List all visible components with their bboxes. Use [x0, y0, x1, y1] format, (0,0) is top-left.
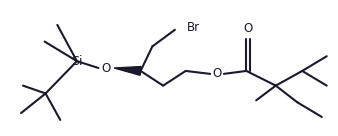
Text: Si: Si: [71, 55, 83, 68]
Text: O: O: [244, 22, 253, 35]
Text: O: O: [212, 67, 222, 80]
Text: O: O: [102, 61, 111, 75]
Text: Br: Br: [187, 21, 200, 34]
Polygon shape: [114, 67, 141, 75]
